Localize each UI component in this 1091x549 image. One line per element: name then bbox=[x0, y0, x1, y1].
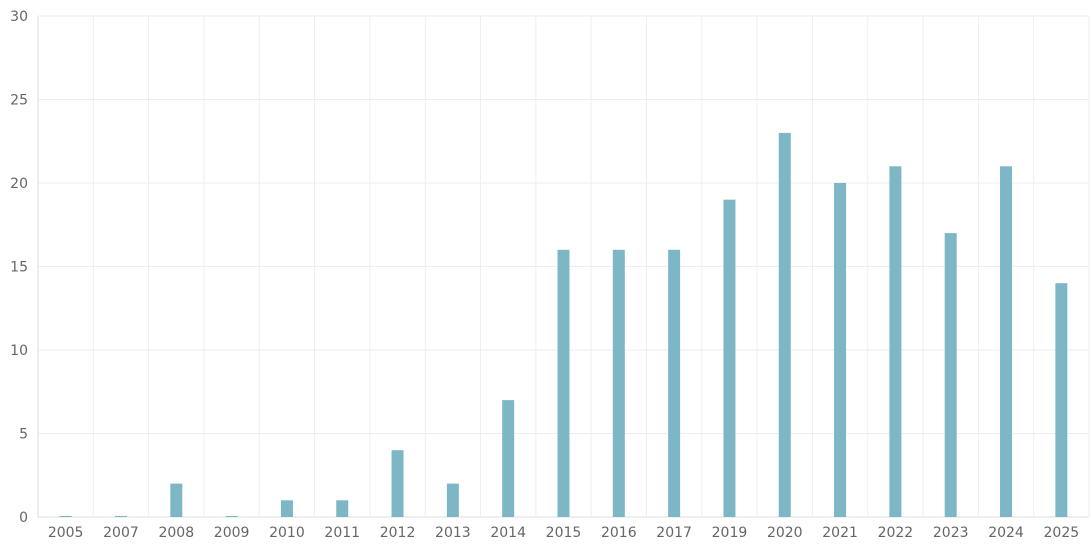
bar[interactable] bbox=[391, 450, 404, 517]
x-tick-label: 2011 bbox=[324, 525, 360, 541]
bar[interactable] bbox=[889, 166, 902, 518]
x-tick-label: 2021 bbox=[822, 525, 858, 541]
y-axis: 0 5 10 15 20 25 30 bbox=[10, 9, 28, 526]
bar[interactable] bbox=[59, 516, 72, 517]
x-tick-label: 2019 bbox=[712, 525, 748, 541]
bar[interactable] bbox=[612, 249, 625, 518]
x-tick-label: 2010 bbox=[269, 525, 305, 541]
x-tick-label: 2014 bbox=[490, 525, 526, 541]
x-tick-label: 2022 bbox=[878, 525, 914, 541]
y-tick-label: 30 bbox=[10, 9, 28, 25]
y-tick-label: 15 bbox=[10, 260, 28, 276]
bar[interactable] bbox=[336, 500, 349, 517]
bar[interactable] bbox=[944, 233, 957, 517]
x-tick-label: 2015 bbox=[546, 525, 582, 541]
bar[interactable] bbox=[1055, 283, 1068, 517]
y-tick-label: 5 bbox=[19, 427, 28, 443]
bar[interactable] bbox=[557, 249, 570, 518]
bar[interactable] bbox=[114, 516, 127, 517]
x-tick-label: 2007 bbox=[103, 525, 139, 541]
grid-lines bbox=[37, 15, 1090, 518]
x-tick-label: 2023 bbox=[933, 525, 969, 541]
x-tick-label: 2017 bbox=[656, 525, 692, 541]
y-tick-label: 20 bbox=[10, 176, 28, 192]
x-tick-label: 2008 bbox=[158, 525, 194, 541]
x-tick-label: 2009 bbox=[214, 525, 250, 541]
x-axis: 2005 2007 2008 2009 2010 2011 2012 2013 2014 2015… bbox=[48, 525, 1079, 541]
x-tick-label: 2025 bbox=[1044, 525, 1080, 541]
y-tick-label: 0 bbox=[19, 510, 28, 526]
bar[interactable] bbox=[502, 400, 515, 517]
bar[interactable] bbox=[280, 500, 293, 517]
bar[interactable] bbox=[723, 199, 736, 517]
y-tick-label: 25 bbox=[10, 93, 28, 109]
x-tick-label: 2005 bbox=[48, 525, 84, 541]
x-tick-label: 2024 bbox=[988, 525, 1024, 541]
x-tick-label: 2020 bbox=[767, 525, 803, 541]
bar[interactable] bbox=[446, 483, 459, 517]
bar[interactable] bbox=[1000, 166, 1013, 518]
bar[interactable] bbox=[834, 183, 847, 517]
bar[interactable] bbox=[778, 132, 791, 517]
bar[interactable] bbox=[225, 516, 238, 517]
y-tick-label: 10 bbox=[10, 343, 28, 359]
bar-series bbox=[59, 132, 1068, 518]
x-tick-label: 2016 bbox=[601, 525, 637, 541]
bar[interactable] bbox=[668, 249, 681, 518]
x-tick-label: 2013 bbox=[435, 525, 471, 541]
bar[interactable] bbox=[170, 483, 183, 517]
x-tick-label: 2012 bbox=[380, 525, 416, 541]
